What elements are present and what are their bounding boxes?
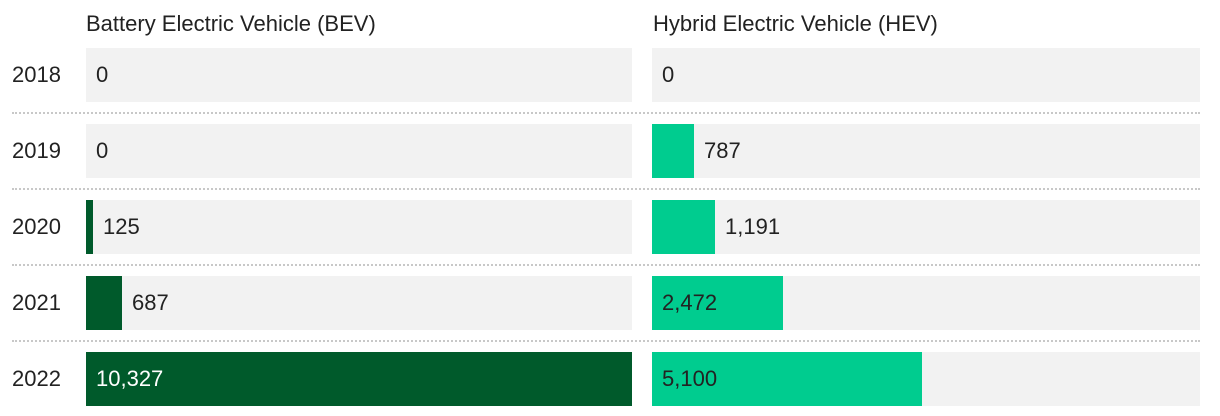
year-label-2018: 2018 bbox=[12, 62, 61, 87]
hev-track-2018: 0 bbox=[652, 48, 1200, 102]
bev-value-label-2021: 687 bbox=[132, 290, 169, 315]
hev-bar-2020 bbox=[652, 200, 715, 254]
hev-value-label-2019: 787 bbox=[704, 138, 741, 163]
year-label-2019: 2019 bbox=[12, 138, 61, 163]
hev-bar-2019 bbox=[652, 124, 694, 178]
bev-bar-2022 bbox=[86, 352, 632, 406]
hev-track-2020: 1,191 bbox=[652, 200, 1200, 254]
bev-bar-2021 bbox=[86, 276, 122, 330]
hev-track-2022: 5,100 bbox=[652, 352, 1200, 406]
row-separator bbox=[12, 188, 1200, 190]
bev-track-2022: 10,327 bbox=[86, 352, 632, 406]
bev-track-2018: 0 bbox=[86, 48, 632, 102]
panel-title-hev: Hybrid Electric Vehicle (HEV) bbox=[653, 11, 938, 36]
bev-track-2020: 125 bbox=[86, 200, 632, 254]
year-label-2021: 2021 bbox=[12, 290, 61, 315]
panel-title-bev: Battery Electric Vehicle (BEV) bbox=[86, 11, 376, 36]
hev-value-label-2022: 5,100 bbox=[662, 366, 718, 391]
bev-bar-2020 bbox=[86, 200, 93, 254]
hev-bar-2022 bbox=[652, 352, 922, 406]
year-label-2020: 2020 bbox=[12, 214, 61, 239]
year-label-2022: 2022 bbox=[12, 366, 61, 391]
hev-value-label-2020: 1,191 bbox=[725, 214, 781, 239]
hev-bar-2021 bbox=[652, 276, 783, 330]
hev-value-label-2021: 2,472 bbox=[662, 290, 718, 315]
row-separator bbox=[12, 340, 1200, 342]
hev-track-2021: 2,472 bbox=[652, 276, 1200, 330]
bev-track-2021: 687 bbox=[86, 276, 632, 330]
bev-value-label-2018: 0 bbox=[96, 62, 109, 87]
row-separator bbox=[12, 264, 1200, 266]
bev-value-label-2022: 10,327 bbox=[96, 366, 164, 391]
bev-value-label-2020: 125 bbox=[103, 214, 140, 239]
row-separator bbox=[12, 112, 1200, 114]
bev-track-2019: 0 bbox=[86, 124, 632, 178]
hev-value-label-2018: 0 bbox=[662, 62, 675, 87]
hev-track-2019: 787 bbox=[652, 124, 1200, 178]
bev-value-label-2019: 0 bbox=[96, 138, 109, 163]
